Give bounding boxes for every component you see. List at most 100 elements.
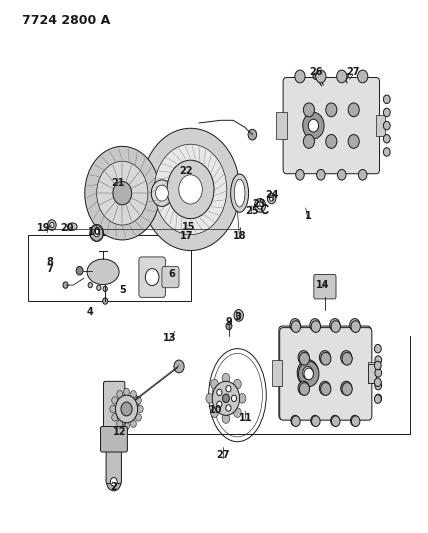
Bar xyxy=(369,365,376,383)
Circle shape xyxy=(291,415,299,426)
Circle shape xyxy=(308,119,318,132)
Text: 21: 21 xyxy=(111,177,125,188)
Circle shape xyxy=(103,298,108,304)
Circle shape xyxy=(135,414,141,421)
Circle shape xyxy=(135,397,141,404)
Circle shape xyxy=(234,310,244,321)
Circle shape xyxy=(146,269,159,286)
Circle shape xyxy=(337,70,347,83)
Text: 27: 27 xyxy=(346,68,360,77)
Circle shape xyxy=(232,395,237,401)
Text: 15: 15 xyxy=(181,222,195,232)
Circle shape xyxy=(383,148,390,156)
Bar xyxy=(376,115,385,136)
Circle shape xyxy=(103,286,107,292)
Circle shape xyxy=(88,282,92,288)
FancyBboxPatch shape xyxy=(104,381,125,436)
Circle shape xyxy=(124,422,130,430)
Circle shape xyxy=(341,381,352,395)
Circle shape xyxy=(211,408,218,417)
Circle shape xyxy=(257,201,263,209)
Circle shape xyxy=(375,394,382,402)
Circle shape xyxy=(374,361,381,370)
Text: 3: 3 xyxy=(234,312,241,322)
Circle shape xyxy=(222,373,230,383)
Circle shape xyxy=(167,160,214,219)
Text: 10: 10 xyxy=(209,405,223,415)
Circle shape xyxy=(299,352,309,365)
Circle shape xyxy=(316,70,326,83)
Text: 11: 11 xyxy=(239,413,253,423)
Text: 22: 22 xyxy=(179,166,193,176)
Circle shape xyxy=(303,134,315,148)
Ellipse shape xyxy=(68,223,77,230)
Text: 20: 20 xyxy=(60,223,74,233)
Circle shape xyxy=(97,161,148,225)
Circle shape xyxy=(375,381,382,390)
Circle shape xyxy=(112,397,118,404)
Circle shape xyxy=(304,368,313,379)
Circle shape xyxy=(351,415,359,426)
Circle shape xyxy=(129,395,140,408)
Circle shape xyxy=(311,415,319,426)
Circle shape xyxy=(311,321,321,333)
Text: 19: 19 xyxy=(37,223,50,233)
Text: 14: 14 xyxy=(316,280,330,290)
Circle shape xyxy=(319,351,330,365)
Circle shape xyxy=(383,95,390,103)
Circle shape xyxy=(374,395,381,403)
Circle shape xyxy=(358,169,367,180)
Circle shape xyxy=(50,222,54,228)
Circle shape xyxy=(290,319,300,332)
Circle shape xyxy=(312,416,320,426)
Circle shape xyxy=(154,144,227,235)
Circle shape xyxy=(303,103,315,117)
Circle shape xyxy=(298,361,319,386)
Circle shape xyxy=(107,473,121,491)
FancyBboxPatch shape xyxy=(101,426,128,452)
FancyBboxPatch shape xyxy=(139,257,165,297)
Text: 10: 10 xyxy=(88,227,101,237)
Circle shape xyxy=(117,391,123,398)
Circle shape xyxy=(351,416,360,426)
Ellipse shape xyxy=(87,259,119,285)
Circle shape xyxy=(297,360,318,386)
Circle shape xyxy=(348,103,359,117)
Circle shape xyxy=(131,391,137,398)
Circle shape xyxy=(299,383,309,395)
Circle shape xyxy=(348,134,359,148)
Circle shape xyxy=(226,405,231,411)
Circle shape xyxy=(142,128,240,251)
Ellipse shape xyxy=(231,174,249,212)
Circle shape xyxy=(151,180,172,206)
Circle shape xyxy=(124,388,130,395)
Circle shape xyxy=(112,414,118,421)
Circle shape xyxy=(303,367,313,379)
Circle shape xyxy=(226,322,232,330)
FancyBboxPatch shape xyxy=(280,328,372,420)
Circle shape xyxy=(117,420,123,427)
Circle shape xyxy=(110,405,116,413)
Circle shape xyxy=(303,112,324,139)
Text: 25: 25 xyxy=(245,206,258,216)
Circle shape xyxy=(174,360,184,373)
Circle shape xyxy=(326,103,337,117)
Circle shape xyxy=(237,313,241,318)
Circle shape xyxy=(383,108,390,117)
Text: 4: 4 xyxy=(87,306,94,317)
Circle shape xyxy=(255,198,266,212)
Circle shape xyxy=(331,416,340,426)
Circle shape xyxy=(321,352,331,365)
Text: 8: 8 xyxy=(46,257,53,267)
Circle shape xyxy=(341,351,352,365)
Ellipse shape xyxy=(234,179,245,207)
Circle shape xyxy=(326,134,337,148)
Circle shape xyxy=(97,285,101,290)
Circle shape xyxy=(270,196,274,201)
FancyBboxPatch shape xyxy=(106,446,122,483)
Circle shape xyxy=(338,169,346,180)
Text: 23: 23 xyxy=(252,199,265,209)
Circle shape xyxy=(321,282,328,290)
Circle shape xyxy=(291,321,300,333)
FancyBboxPatch shape xyxy=(279,326,371,419)
